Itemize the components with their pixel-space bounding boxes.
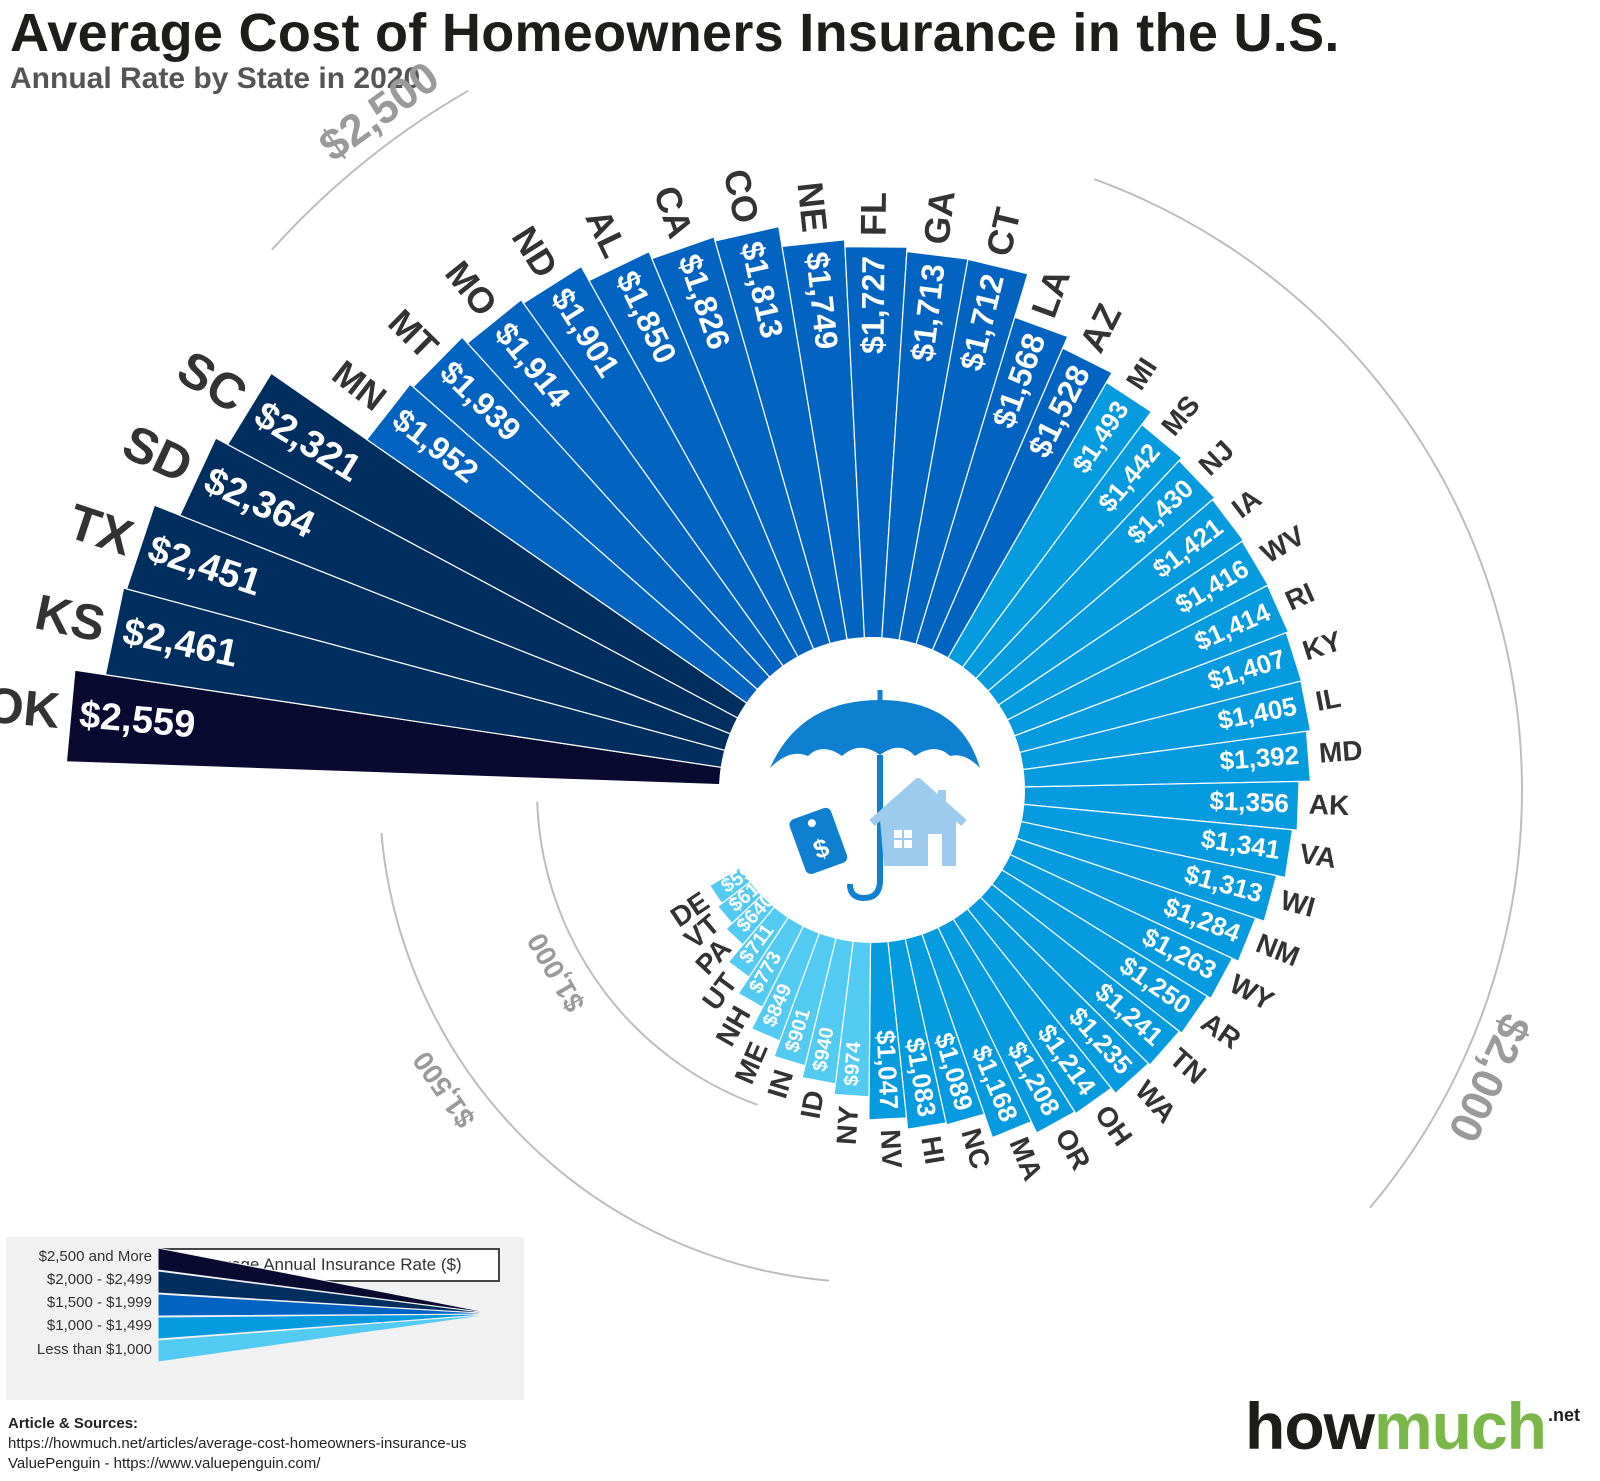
state-label-ks: KS	[30, 584, 109, 653]
value-label-ny: $974	[841, 1040, 866, 1087]
state-label-fl: FL	[853, 192, 894, 236]
center-circle	[719, 637, 1025, 943]
page-title: Average Cost of Homeowners Insurance in …	[10, 3, 1340, 63]
legend-label-5: Less than $1,000	[36, 1341, 152, 1358]
sources: Article & Sources: https://howmuch.net/a…	[8, 1414, 467, 1474]
state-label-ny: NY	[831, 1105, 865, 1146]
legend-label-1: $2,500 and More	[38, 1248, 152, 1265]
state-label-va: VA	[1297, 838, 1338, 874]
source-link-article[interactable]: https://howmuch.net/articles/average-cos…	[8, 1435, 467, 1452]
state-label-hi: HI	[915, 1134, 950, 1167]
chart-bars	[65, 225, 1312, 1139]
center-icon-group: $	[719, 637, 1025, 943]
state-label-il: IL	[1313, 682, 1343, 717]
guide-arc-2000	[1093, 178, 1523, 1209]
value-label-ak: $1,356	[1209, 785, 1290, 818]
brand-net: .net	[1548, 1405, 1581, 1425]
source-link-valuepenguin[interactable]: ValuePenguin - https://www.valuepenguin.…	[8, 1455, 321, 1472]
value-label-fl: $1,727	[855, 256, 892, 354]
state-label-id: ID	[795, 1088, 831, 1121]
guide-arc-1000	[536, 801, 758, 1106]
state-label-md: MD	[1318, 734, 1364, 768]
brand-how: how	[1245, 1389, 1375, 1463]
legend-label-2: $2,000 - $2,499	[46, 1271, 152, 1288]
value-label-nv: $1,047	[871, 1029, 905, 1110]
umbrella-house-icon: $	[770, 690, 980, 902]
state-label-ok: OK	[0, 676, 62, 739]
legend-label-4: $1,000 - $1,499	[46, 1317, 152, 1334]
legend-label-3: $1,500 - $1,999	[46, 1294, 152, 1311]
legend-swatch-5	[157, 1313, 497, 1363]
state-label-nv: NV	[875, 1129, 908, 1170]
scale-guides	[271, 89, 1523, 1282]
page-subtitle: Annual Rate by State in 2020	[10, 62, 421, 95]
howmuch-logo: howmuch	[1245, 1393, 1547, 1459]
value-label-md: $1,392	[1219, 740, 1301, 776]
brand-much: much	[1373, 1389, 1547, 1463]
sources-heading: Article & Sources:	[8, 1415, 139, 1432]
state-label-ga: GA	[915, 188, 962, 247]
guide-arc-2500	[271, 89, 469, 251]
guide-arc-1500	[380, 832, 830, 1282]
state-label-ak: AK	[1308, 789, 1350, 821]
state-label-ne: NE	[789, 180, 835, 234]
